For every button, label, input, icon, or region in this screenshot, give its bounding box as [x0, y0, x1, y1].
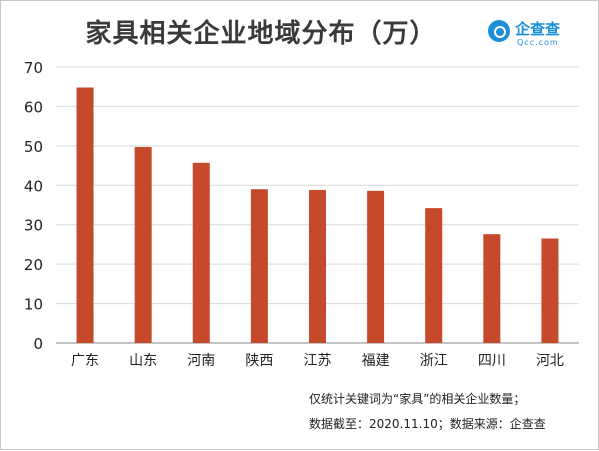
x-tick-label: 江苏 [304, 353, 332, 369]
y-tick-label: 10 [24, 296, 43, 314]
y-tick-label: 40 [24, 177, 43, 195]
x-tick-label: 四川 [478, 353, 506, 369]
y-tick-label: 0 [33, 335, 43, 353]
bar-陕西 [250, 189, 268, 343]
x-tick-label: 河南 [187, 353, 215, 369]
bar-福建 [367, 190, 385, 343]
bar-江苏 [309, 190, 326, 343]
logo-text-en: Qcc.com [517, 38, 559, 47]
bar-广东 [76, 87, 94, 343]
bar-河北 [541, 238, 559, 343]
footnote-scope: 仅统计关键词为“家具”的相关企业数量； [309, 392, 526, 406]
magnifier-logo-icon [488, 20, 510, 42]
y-tick-label: 60 [24, 98, 43, 116]
x-tick-label: 山东 [129, 353, 157, 369]
footnote-source: 数据截至：2020.11.10；数据来源：企查查 [309, 417, 546, 431]
bar-四川 [483, 234, 501, 343]
x-tick-label: 浙江 [420, 353, 448, 369]
y-tick-label: 20 [24, 256, 43, 274]
logo-text-cn: 企查查 [515, 20, 561, 38]
y-tick-label: 50 [24, 138, 43, 156]
x-tick-label: 福建 [362, 353, 390, 369]
y-tick-label: 30 [24, 217, 43, 235]
bar-浙江 [425, 208, 443, 343]
chart-title: 家具相关企业地域分布（万） [85, 19, 437, 49]
y-tick-label: 70 [24, 59, 43, 77]
bar-河南 [192, 162, 210, 343]
qichacha-logo: 企查查 Qcc.com [488, 18, 592, 52]
x-tick-label: 河北 [536, 353, 564, 369]
bar-山东 [134, 147, 152, 343]
x-tick-label: 广东 [71, 353, 99, 369]
x-tick-label: 陕西 [245, 353, 273, 369]
